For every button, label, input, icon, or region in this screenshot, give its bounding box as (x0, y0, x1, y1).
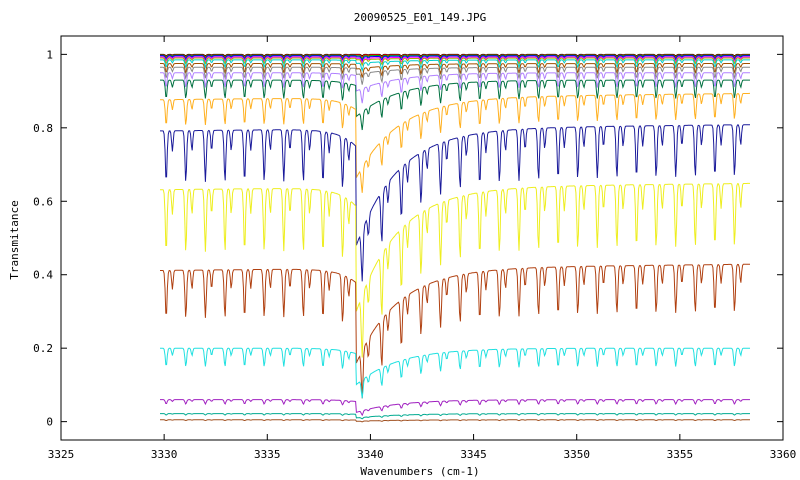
series-line-5 (160, 56, 750, 64)
series-line-14 (160, 182, 750, 358)
y-tick-label: 0.2 (33, 342, 53, 355)
x-tick-label: 3335 (254, 448, 281, 461)
x-axis-label: Wavenumbers (cm-1) (360, 465, 479, 478)
x-tick-label: 3360 (770, 448, 797, 461)
series-line-10 (160, 72, 750, 104)
x-axis: 3325 3330 3335 3340 3345 3350 3355 3360 (48, 36, 797, 461)
series-line-8 (160, 63, 750, 78)
x-tick-label: 3350 (563, 448, 590, 461)
x-tick-label: 3325 (48, 448, 75, 461)
y-axis: 0 0.2 0.4 0.6 0.8 1 (33, 48, 783, 429)
series-line-4 (160, 55, 750, 62)
series-line-11 (160, 79, 750, 131)
y-tick-label: 0 (46, 416, 53, 429)
series-line-7 (160, 59, 750, 73)
plot-frame (60, 35, 784, 441)
series-line-3 (160, 54, 750, 60)
x-tick-label: 3345 (460, 448, 487, 461)
series-line-16 (160, 347, 750, 399)
series-line-19 (160, 419, 750, 423)
y-tick-label: 0.8 (33, 122, 53, 135)
y-tick-label: 0.6 (33, 195, 53, 208)
chart-title: 20090525_E01_149.JPG (354, 11, 486, 24)
series-line-13 (160, 124, 750, 282)
series-line-15 (160, 263, 750, 399)
series-line-9 (160, 66, 750, 85)
x-tick-label: 3330 (151, 448, 178, 461)
y-tick-label: 0.4 (33, 269, 53, 282)
y-axis-label: Transmitance (8, 200, 21, 279)
series-line-6 (160, 57, 750, 67)
series-line-18 (160, 413, 750, 420)
series-layer (160, 53, 750, 423)
series-line-17 (160, 399, 750, 417)
x-tick-label: 3355 (667, 448, 694, 461)
y-tick-label: 1 (46, 48, 53, 61)
series-line-12 (160, 92, 750, 193)
x-tick-label: 3340 (357, 448, 384, 461)
